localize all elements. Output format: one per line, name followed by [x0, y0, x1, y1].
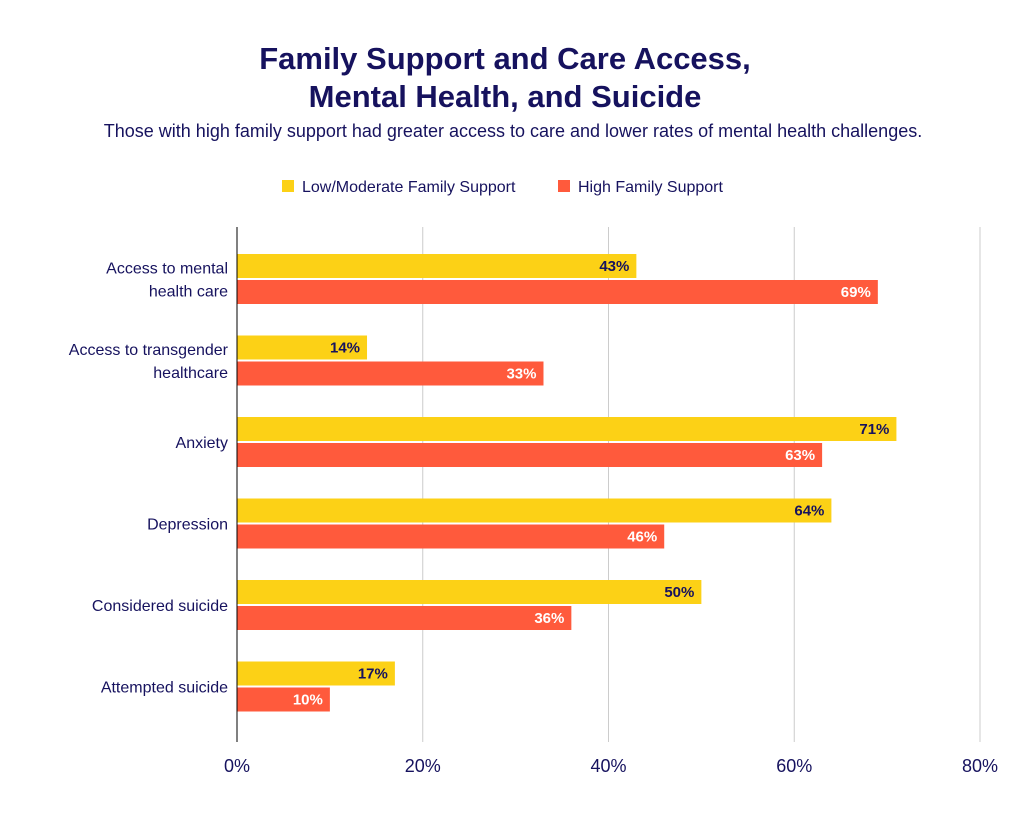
category-label-2-line-0: Anxiety: [176, 435, 228, 452]
legend-label-low-moderate: Low/Moderate Family Support: [302, 179, 516, 196]
legend-swatch-high: [558, 180, 570, 192]
data-label-low-moderate-3: 64%: [794, 503, 824, 520]
data-label-low-moderate-5: 17%: [358, 666, 388, 683]
category-label-1-line-1: healthcare: [153, 365, 228, 382]
x-tick-label-20: 20%: [405, 756, 441, 776]
x-tick-label-40: 40%: [590, 756, 626, 776]
bar-high-4: [237, 606, 572, 630]
bar-high-1: [237, 361, 544, 386]
data-label-high-3: 46%: [627, 529, 657, 546]
x-tick-label-60: 60%: [776, 756, 812, 776]
data-label-low-moderate-2: 71%: [859, 421, 889, 438]
data-label-high-0: 69%: [841, 284, 871, 301]
bar-low-moderate-2: [237, 417, 897, 441]
bar-low-moderate-0: [237, 254, 637, 278]
category-label-3-line-0: Depression: [147, 517, 228, 534]
bar-low-moderate-5: [237, 661, 395, 686]
category-label-5-line-0: Attempted suicide: [101, 680, 228, 697]
data-label-high-4: 36%: [534, 610, 564, 627]
category-label-0-line-1: health care: [149, 284, 228, 301]
data-label-low-moderate-4: 50%: [664, 584, 694, 601]
legend-label-high: High Family Support: [578, 179, 724, 196]
bar-high-5: [237, 687, 330, 712]
chart-title-line-1: Family Support and Care Access,: [259, 41, 751, 76]
data-label-low-moderate-1: 14%: [330, 340, 360, 357]
data-label-high-5: 10%: [293, 692, 323, 709]
x-tick-label-80: 80%: [962, 756, 998, 776]
bar-high-0: [237, 280, 878, 304]
data-label-high-1: 33%: [506, 366, 536, 383]
bar-high-2: [237, 443, 823, 467]
chart-title: Family Support and Care Access, Mental H…: [0, 40, 1010, 116]
category-label-4-line-0: Considered suicide: [92, 598, 228, 615]
data-label-low-moderate-0: 43%: [599, 258, 629, 275]
category-label-1-line-0: Access to transgender: [69, 342, 229, 359]
data-label-high-2: 63%: [785, 447, 815, 464]
bar-high-3: [237, 524, 665, 549]
category-label-0-line-0: Access to mental: [106, 261, 228, 278]
x-tick-label-0: 0%: [224, 756, 250, 776]
bar-low-moderate-3: [237, 498, 832, 523]
bar-low-moderate-4: [237, 580, 702, 604]
chart-title-line-2: Mental Health, and Suicide: [308, 79, 702, 114]
bar-low-moderate-1: [237, 335, 368, 360]
legend-swatch-low-moderate: [282, 180, 294, 192]
chart-subtitle: Those with high family support had great…: [103, 121, 923, 141]
